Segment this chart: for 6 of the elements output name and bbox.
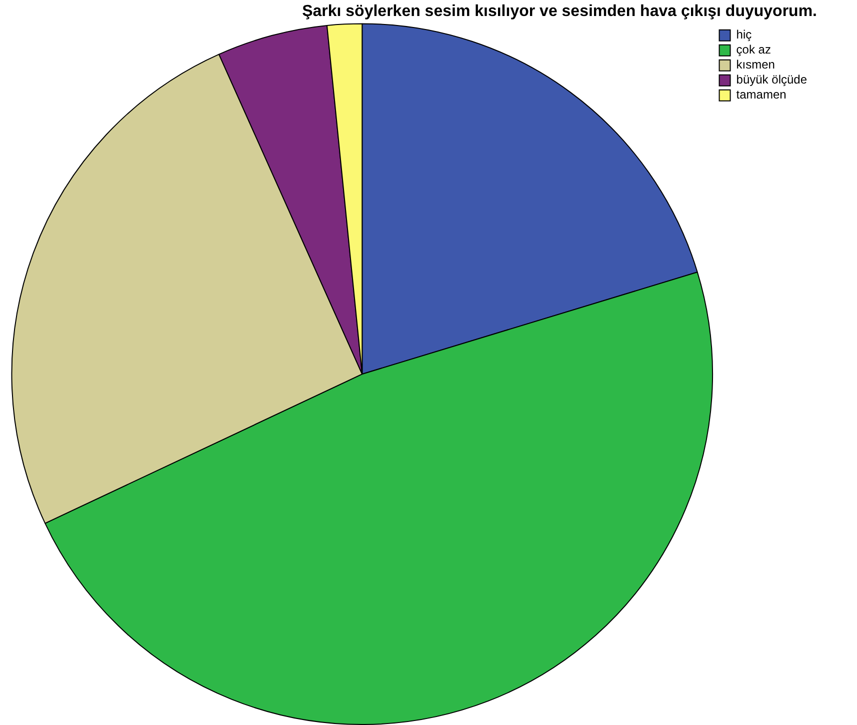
legend-label: çok az [736,42,771,57]
chart-title: Şarkı söylerken sesim kısılıyor ve sesimden hava çıkışı duyuyorum. [302,3,817,20]
legend-label: büyük ölçüde [736,72,808,87]
legend-label: hiç [736,28,752,42]
legend-label: kısmen [736,58,775,72]
legend-label: tamamen [736,88,786,102]
